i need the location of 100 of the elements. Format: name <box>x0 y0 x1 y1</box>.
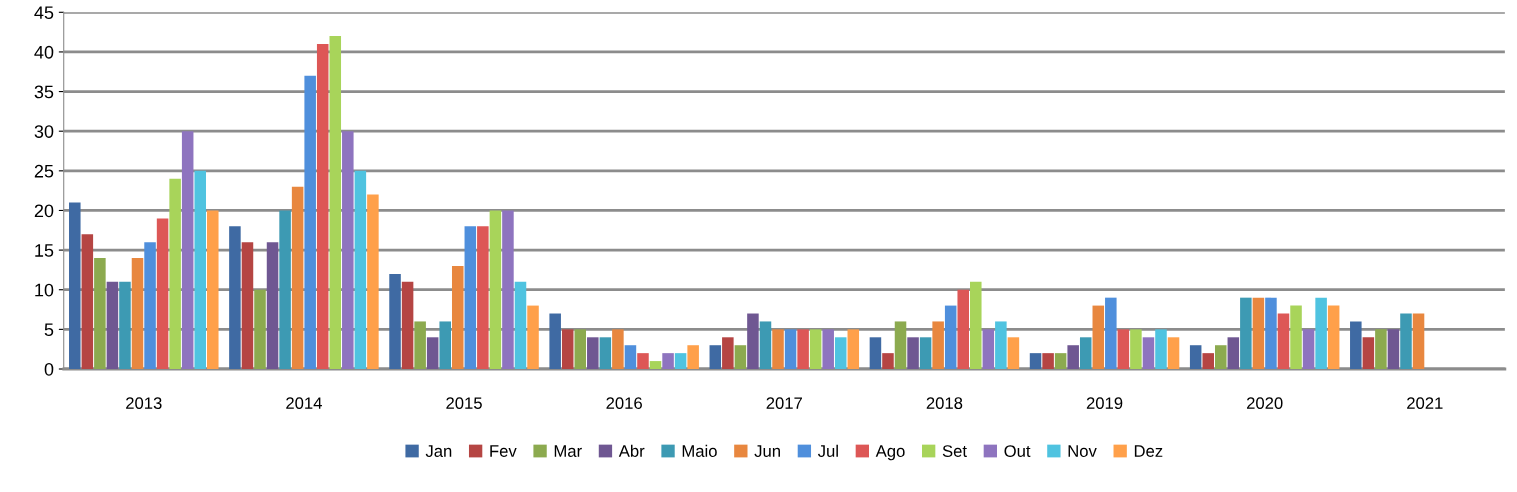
y-tick-label: 40 <box>34 45 54 59</box>
bar <box>464 226 477 369</box>
bar <box>329 36 342 369</box>
bar <box>194 170 206 369</box>
legend-label: Jan <box>425 445 452 457</box>
bar <box>982 329 995 369</box>
bar <box>709 345 722 369</box>
bar <box>316 44 329 369</box>
bar <box>477 226 489 369</box>
bar <box>279 210 291 369</box>
bar <box>587 337 599 369</box>
bar <box>847 329 860 369</box>
bar <box>561 329 574 369</box>
bar <box>674 353 687 369</box>
bar <box>599 337 612 369</box>
legend-label: Fev <box>490 445 517 457</box>
bar <box>894 321 907 369</box>
bar <box>1240 297 1252 369</box>
bar <box>1277 313 1290 369</box>
bar <box>254 289 266 369</box>
bar <box>662 353 674 369</box>
bar <box>747 313 759 369</box>
bar <box>169 178 181 369</box>
x-tick-label: 2014 <box>286 397 322 410</box>
bar <box>574 329 587 369</box>
legend-label: Jun <box>754 445 780 457</box>
bar <box>156 218 169 369</box>
bar <box>549 313 561 369</box>
bar <box>1054 353 1067 369</box>
y-tick-label: 25 <box>34 164 54 178</box>
bar <box>1067 345 1079 369</box>
bar <box>1265 297 1277 369</box>
bar <box>1387 329 1400 369</box>
bar <box>919 337 932 369</box>
bar <box>1362 337 1375 369</box>
bar <box>304 75 316 369</box>
legend-label: Maio <box>682 444 717 457</box>
bar <box>1215 345 1227 369</box>
legend-label: Dez <box>1134 445 1163 457</box>
y-tick-label: 35 <box>34 85 54 99</box>
bar <box>882 353 894 369</box>
bar <box>1412 313 1425 369</box>
x-tick-label: 2020 <box>1246 397 1283 410</box>
x-tick-label: 2018 <box>926 397 963 410</box>
bar <box>957 289 969 369</box>
bar <box>401 281 414 369</box>
bar <box>439 321 451 369</box>
bar <box>759 321 772 369</box>
bar <box>1327 305 1340 369</box>
bar <box>784 329 797 369</box>
bar <box>624 345 637 369</box>
bar <box>1142 337 1155 369</box>
bar <box>389 273 401 369</box>
bar <box>834 337 847 369</box>
bar <box>229 226 241 369</box>
bar <box>772 329 784 369</box>
bar <box>1302 329 1315 369</box>
bar <box>1167 337 1180 369</box>
y-tick-label: 5 <box>44 323 54 337</box>
y-tick-label: 30 <box>34 125 54 138</box>
bar <box>451 265 464 369</box>
bar <box>869 337 882 369</box>
bar <box>687 345 699 369</box>
bar <box>1315 297 1327 369</box>
bar <box>1290 305 1302 369</box>
bar <box>1227 337 1240 369</box>
bar <box>995 321 1007 369</box>
bar <box>426 337 439 369</box>
bar <box>1350 321 1362 369</box>
bar <box>144 242 156 369</box>
bar <box>69 202 81 369</box>
bar <box>354 170 367 369</box>
y-tick-label: 10 <box>35 283 54 297</box>
x-tick-label: 2016 <box>606 397 642 410</box>
bar <box>291 186 304 369</box>
y-tick-label: 45 <box>34 6 54 20</box>
bar <box>81 234 94 369</box>
bar <box>207 210 219 369</box>
bar <box>649 361 662 369</box>
bar <box>1189 345 1202 369</box>
bar <box>1029 353 1042 369</box>
bar <box>342 131 354 369</box>
x-tick-label: 2015 <box>446 397 482 410</box>
bar <box>367 194 379 369</box>
legend-label: Nov <box>1068 445 1097 457</box>
bar <box>1400 313 1412 369</box>
legend-label: Set <box>942 445 967 457</box>
bar <box>944 305 957 369</box>
y-tick-label: 15 <box>35 244 54 257</box>
bar <box>637 353 649 369</box>
bar <box>241 242 254 369</box>
bar <box>822 329 834 369</box>
bar <box>119 281 131 369</box>
x-tick-label: 2019 <box>1086 397 1123 410</box>
legend-label: Mar <box>554 445 582 457</box>
bar <box>94 258 106 369</box>
y-tick-label: 0 <box>44 362 54 376</box>
bar <box>970 281 982 369</box>
y-tick-label: 20 <box>34 204 54 218</box>
bar <box>809 329 822 369</box>
